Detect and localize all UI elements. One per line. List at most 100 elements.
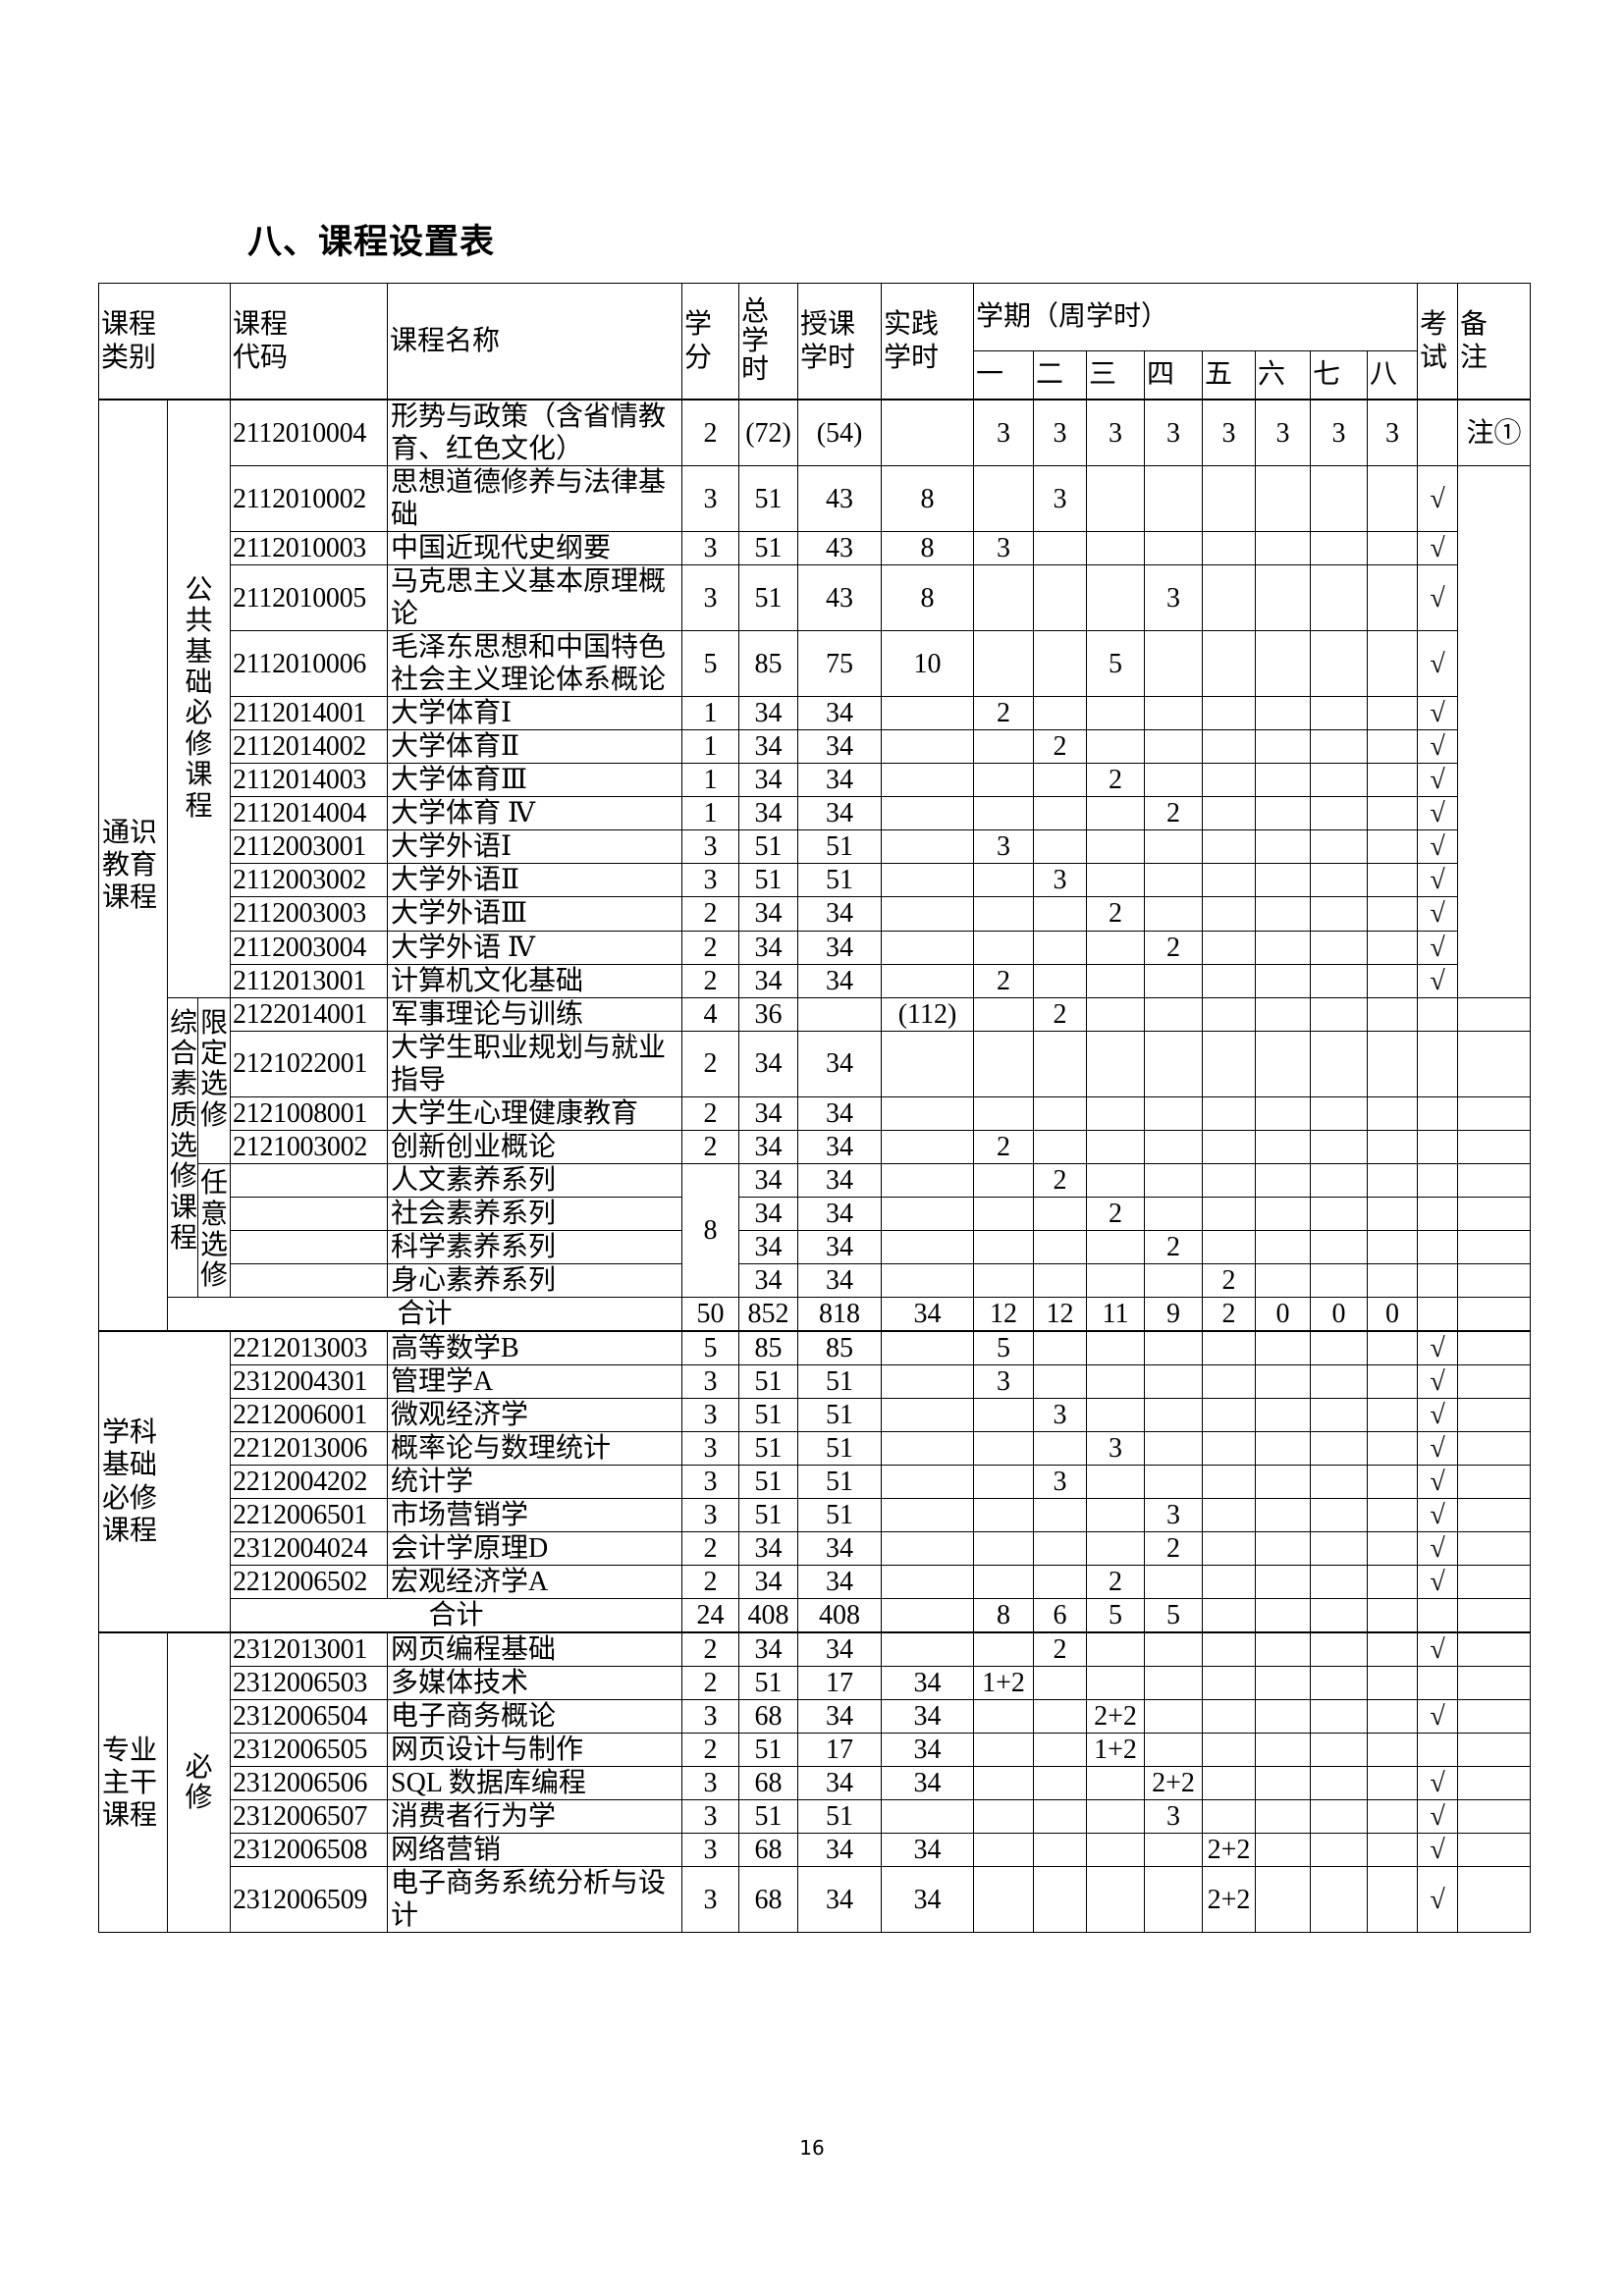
course-lecture-hours: 51 <box>797 829 883 865</box>
header-practice-hours: 实践 学时 <box>881 283 975 400</box>
semester-6-hours <box>1255 796 1312 831</box>
semester-4-hours <box>1144 1397 1204 1432</box>
course-lecture-hours: 51 <box>797 1799 883 1835</box>
semester-3-hours: 1+2 <box>1086 1733 1146 1768</box>
course-practice-hours <box>881 1363 975 1399</box>
semester-4-hours <box>1144 1699 1204 1735</box>
semester-8-hours <box>1367 1766 1419 1801</box>
semester-5-hours <box>1202 829 1257 865</box>
semester-1-hours <box>973 1196 1035 1231</box>
semester-8-hours <box>1367 1464 1419 1500</box>
semester-8-hours <box>1367 1162 1419 1198</box>
semester-7-hours <box>1310 896 1369 932</box>
semester-5-hours <box>1202 930 1257 965</box>
header-note: 备 注 <box>1457 283 1532 400</box>
course-name: 身心素养系列 <box>387 1262 683 1298</box>
semester-2-hours: 2 <box>1033 1162 1088 1198</box>
course-total-hours: 85 <box>738 630 799 698</box>
semester-4-hours <box>1144 696 1204 731</box>
total-semester-8 <box>1367 1598 1419 1633</box>
table-row: 2112003001 大学外语Ⅰ 3 51 51 3 √ <box>99 829 1531 865</box>
semester-8-hours <box>1367 1430 1419 1467</box>
course-lecture-hours: 51 <box>797 1498 883 1533</box>
semester-8-hours <box>1367 729 1419 765</box>
exam-mark <box>1417 1666 1459 1701</box>
course-practice-hours <box>881 1129 975 1164</box>
semester-4-hours <box>1144 1095 1204 1131</box>
semester-4-hours <box>1144 1030 1204 1097</box>
semester-2-hours: 3 <box>1033 863 1088 898</box>
note-cell <box>1457 1296 1532 1332</box>
course-lecture-hours: 34 <box>797 1631 883 1668</box>
semester-1-hours <box>973 796 1035 831</box>
note-cell: 注① <box>1457 399 1532 467</box>
course-credit: 2 <box>681 1631 740 1668</box>
total-semester-4: 5 <box>1144 1598 1204 1633</box>
header-semester-3: 三 <box>1086 350 1146 400</box>
semester-8-hours <box>1367 1833 1419 1868</box>
note-cell <box>1457 1565 1532 1600</box>
semester-2-hours <box>1033 1866 1088 1934</box>
course-total-hours: 68 <box>738 1866 799 1934</box>
semester-6-hours <box>1255 829 1312 865</box>
semester-4-hours: 2 <box>1144 1531 1204 1567</box>
semester-6-hours <box>1255 1565 1312 1600</box>
semester-6-hours <box>1255 1866 1312 1934</box>
semester-2-hours <box>1033 1262 1088 1298</box>
semester-2-hours <box>1033 1329 1088 1365</box>
semester-7-hours <box>1310 1733 1369 1768</box>
course-code: 2312006504 <box>230 1699 389 1735</box>
course-total-hours: 34 <box>738 1565 799 1600</box>
course-practice-hours <box>881 1397 975 1432</box>
course-practice-hours <box>881 1631 975 1668</box>
course-code: 2312006507 <box>230 1799 389 1835</box>
course-lecture-hours: 34 <box>797 1565 883 1600</box>
course-total-hours: 51 <box>738 1464 799 1500</box>
course-total-hours: 34 <box>738 696 799 731</box>
semester-7-hours: 3 <box>1310 399 1369 467</box>
total-semester-7 <box>1310 1598 1369 1633</box>
semester-3-hours <box>1086 1799 1146 1835</box>
semester-5-hours <box>1202 896 1257 932</box>
exam-mark: √ <box>1417 564 1459 632</box>
exam-mark: √ <box>1417 863 1459 898</box>
course-name: 电子商务系统分析与设计 <box>387 1866 683 1934</box>
course-practice-hours: 34 <box>881 1733 975 1768</box>
semester-6-hours <box>1255 729 1312 765</box>
course-total-hours: 68 <box>738 1699 799 1735</box>
header-credit: 学 分 <box>681 283 740 400</box>
course-practice-hours <box>881 763 975 798</box>
semester-3-hours: 2+2 <box>1086 1699 1146 1735</box>
course-code: 2112014004 <box>230 796 389 831</box>
note-cell <box>1457 1162 1532 1198</box>
course-credit: 2 <box>681 1531 740 1567</box>
table-row: 2121022001 大学生职业规划与就业指导 2 34 34 <box>99 1030 1532 1097</box>
course-credit: 3 <box>681 564 740 632</box>
semester-1-hours: 3 <box>973 531 1035 566</box>
semester-4-hours <box>1144 963 1204 998</box>
semester-6-hours: 3 <box>1255 399 1312 467</box>
semester-6-hours <box>1255 1464 1312 1500</box>
semester-2-hours <box>1033 564 1088 632</box>
semester-6-hours <box>1255 531 1312 566</box>
category-major-core: 专业 主干 课程 <box>98 1631 168 1934</box>
semester-8-hours <box>1367 863 1419 898</box>
total-semester-8: 0 <box>1367 1296 1419 1332</box>
course-code: 2312006509 <box>230 1866 389 1934</box>
course-lecture-hours <box>797 996 883 1032</box>
course-name: 思想道德修养与法律基础 <box>387 465 683 533</box>
semester-4-hours <box>1144 465 1204 533</box>
course-name: 网页设计与制作 <box>387 1733 683 1768</box>
course-total-hours: 34 <box>738 896 799 932</box>
course-credit: 1 <box>681 763 740 798</box>
course-total-hours: 51 <box>738 1799 799 1835</box>
semester-1-hours <box>973 1866 1035 1934</box>
semester-1-hours <box>973 1262 1035 1298</box>
course-name: 多媒体技术 <box>387 1666 683 1701</box>
total-practice <box>881 1598 975 1633</box>
semester-2-hours: 2 <box>1033 1631 1088 1668</box>
note-cell <box>1457 1329 1532 1365</box>
course-code: 2122014001 <box>230 996 389 1032</box>
semester-7-hours <box>1310 1095 1369 1131</box>
semester-7-hours <box>1310 1162 1369 1198</box>
